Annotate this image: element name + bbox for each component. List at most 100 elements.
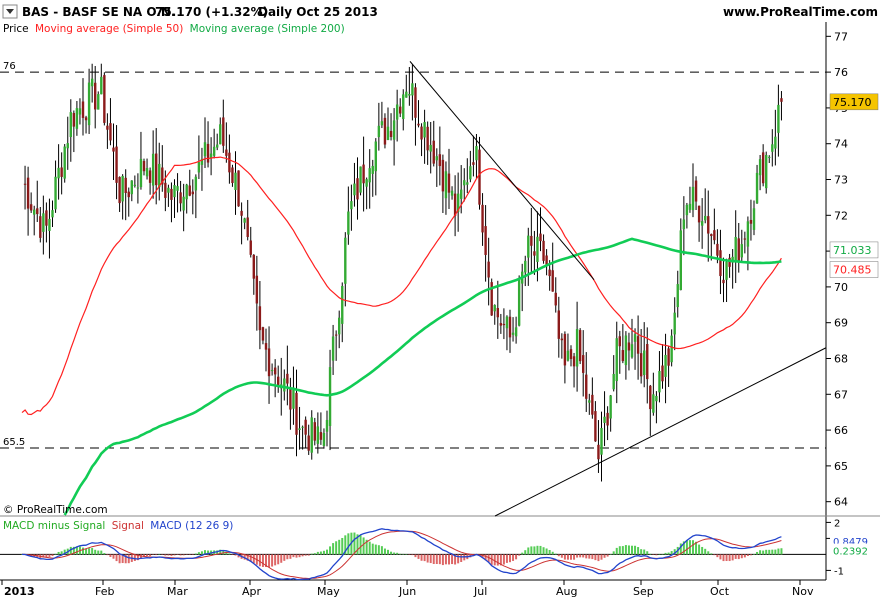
macd-hist-bar <box>69 546 72 555</box>
macd-hist-bar <box>545 548 548 555</box>
macd-hist-bar <box>121 554 124 564</box>
candle-down <box>36 208 39 215</box>
price-change: 75.170 (+1.32%) <box>155 5 268 19</box>
macd-hist-bar <box>164 554 167 556</box>
candle-down <box>639 353 643 377</box>
macd-hist-bar <box>646 551 649 555</box>
macd-hist-bar <box>133 554 136 561</box>
ma50-value-box <box>829 261 879 278</box>
macd-hist-bar <box>579 554 582 558</box>
macd-hist-bar <box>454 554 457 565</box>
macd-hist-bar <box>30 554 33 557</box>
macd-hist-bar <box>716 554 719 558</box>
macd-hist-bar <box>118 554 121 564</box>
macd-hist-bar <box>612 551 615 555</box>
macd-hist-bar <box>261 554 264 567</box>
ma200-value-box <box>829 241 879 259</box>
signal-value-box <box>830 543 878 557</box>
macd-hist-bar <box>704 548 707 555</box>
macd-hist-bar <box>63 549 66 555</box>
candle-down <box>127 191 130 198</box>
candle-up <box>283 378 286 392</box>
macd-hist-bar <box>149 554 152 557</box>
candle-down <box>29 204 33 211</box>
macd-hist-bar <box>258 554 261 567</box>
macd-hist-bar <box>756 551 759 555</box>
symbol-arrow-icon[interactable] <box>2 4 18 19</box>
candle-down <box>646 344 649 380</box>
macd-hist-bar <box>649 553 652 555</box>
candle-down <box>710 234 713 237</box>
macd-hist-bar <box>603 554 606 558</box>
candle-up <box>158 163 161 188</box>
macd-hist-bar <box>204 550 206 555</box>
macd-hist-bar <box>640 549 643 555</box>
candle-down <box>780 98 783 102</box>
macd-hist-bar <box>554 553 557 555</box>
macd-hist-bar <box>146 554 149 557</box>
macd-panel: 21-1 <box>0 518 844 581</box>
macd-hist-bar <box>252 554 255 564</box>
macd-hist-bar <box>685 540 688 555</box>
candle-up <box>371 165 374 174</box>
candle-down <box>249 240 252 255</box>
macd-hist-bar <box>216 550 219 555</box>
candle-down <box>548 269 551 277</box>
macd-tick-label: -1 <box>834 566 844 577</box>
macd-hist-bar <box>228 553 231 555</box>
candle-up <box>658 370 661 393</box>
macd-hist-bar <box>408 554 411 555</box>
time-tick-label: Apr <box>242 585 262 598</box>
macd-hist-bar <box>365 539 368 555</box>
candle-down <box>148 170 152 183</box>
candle-up <box>734 236 737 262</box>
candle-up <box>700 221 704 226</box>
price-tick-label: 67 <box>834 388 848 401</box>
candle-up <box>493 305 496 312</box>
macd-hist-bar <box>719 554 722 560</box>
candle-up <box>682 219 686 230</box>
macd-hist-bar <box>304 554 307 556</box>
macd-hist-bar <box>600 554 603 560</box>
candle-up <box>655 395 658 402</box>
macd-hist-bar <box>280 554 283 563</box>
macd-hist-bar <box>54 553 57 555</box>
macd-hist-bar <box>411 554 414 556</box>
candle-up <box>243 218 246 223</box>
macd-hist-bar <box>268 554 271 568</box>
macd-hist-bar <box>402 553 405 555</box>
candle-up <box>270 370 274 372</box>
candle-up <box>691 186 695 211</box>
macd-hist-bar <box>57 551 60 555</box>
macd-hist-bar <box>664 552 667 555</box>
indicator-legend: Price Moving average (Simple 50) Moving … <box>3 23 345 35</box>
price-tick-label: 66 <box>834 424 848 437</box>
candle-down <box>749 219 753 224</box>
macd-hist-bar <box>152 554 155 555</box>
candle-down <box>334 334 338 336</box>
macd-hist-bar <box>725 554 728 562</box>
candle-up <box>740 244 743 258</box>
candle-up <box>688 203 692 210</box>
macd-hist-bar <box>316 551 319 555</box>
candle-up <box>341 286 344 324</box>
candle-down <box>530 235 533 246</box>
candle-down <box>94 82 97 110</box>
macd-legend-signal: Signal <box>112 520 144 532</box>
candle-up <box>200 158 204 165</box>
time-tick-label: 2013 <box>4 585 35 598</box>
candle-up <box>633 334 637 342</box>
site-name[interactable]: www.ProRealTime.com <box>723 5 878 19</box>
candle-down <box>560 338 564 341</box>
macd-hist-bar <box>759 550 762 555</box>
candle-down <box>258 306 262 331</box>
price-tick-label: 77 <box>834 30 848 43</box>
candle-up <box>524 260 527 273</box>
candle-down <box>109 123 112 141</box>
macd-hist-bar <box>158 554 161 555</box>
macd-hist-bar <box>310 553 313 555</box>
macd-hist-bar <box>692 540 694 555</box>
candle-down <box>594 411 597 442</box>
candle-up <box>310 417 313 453</box>
